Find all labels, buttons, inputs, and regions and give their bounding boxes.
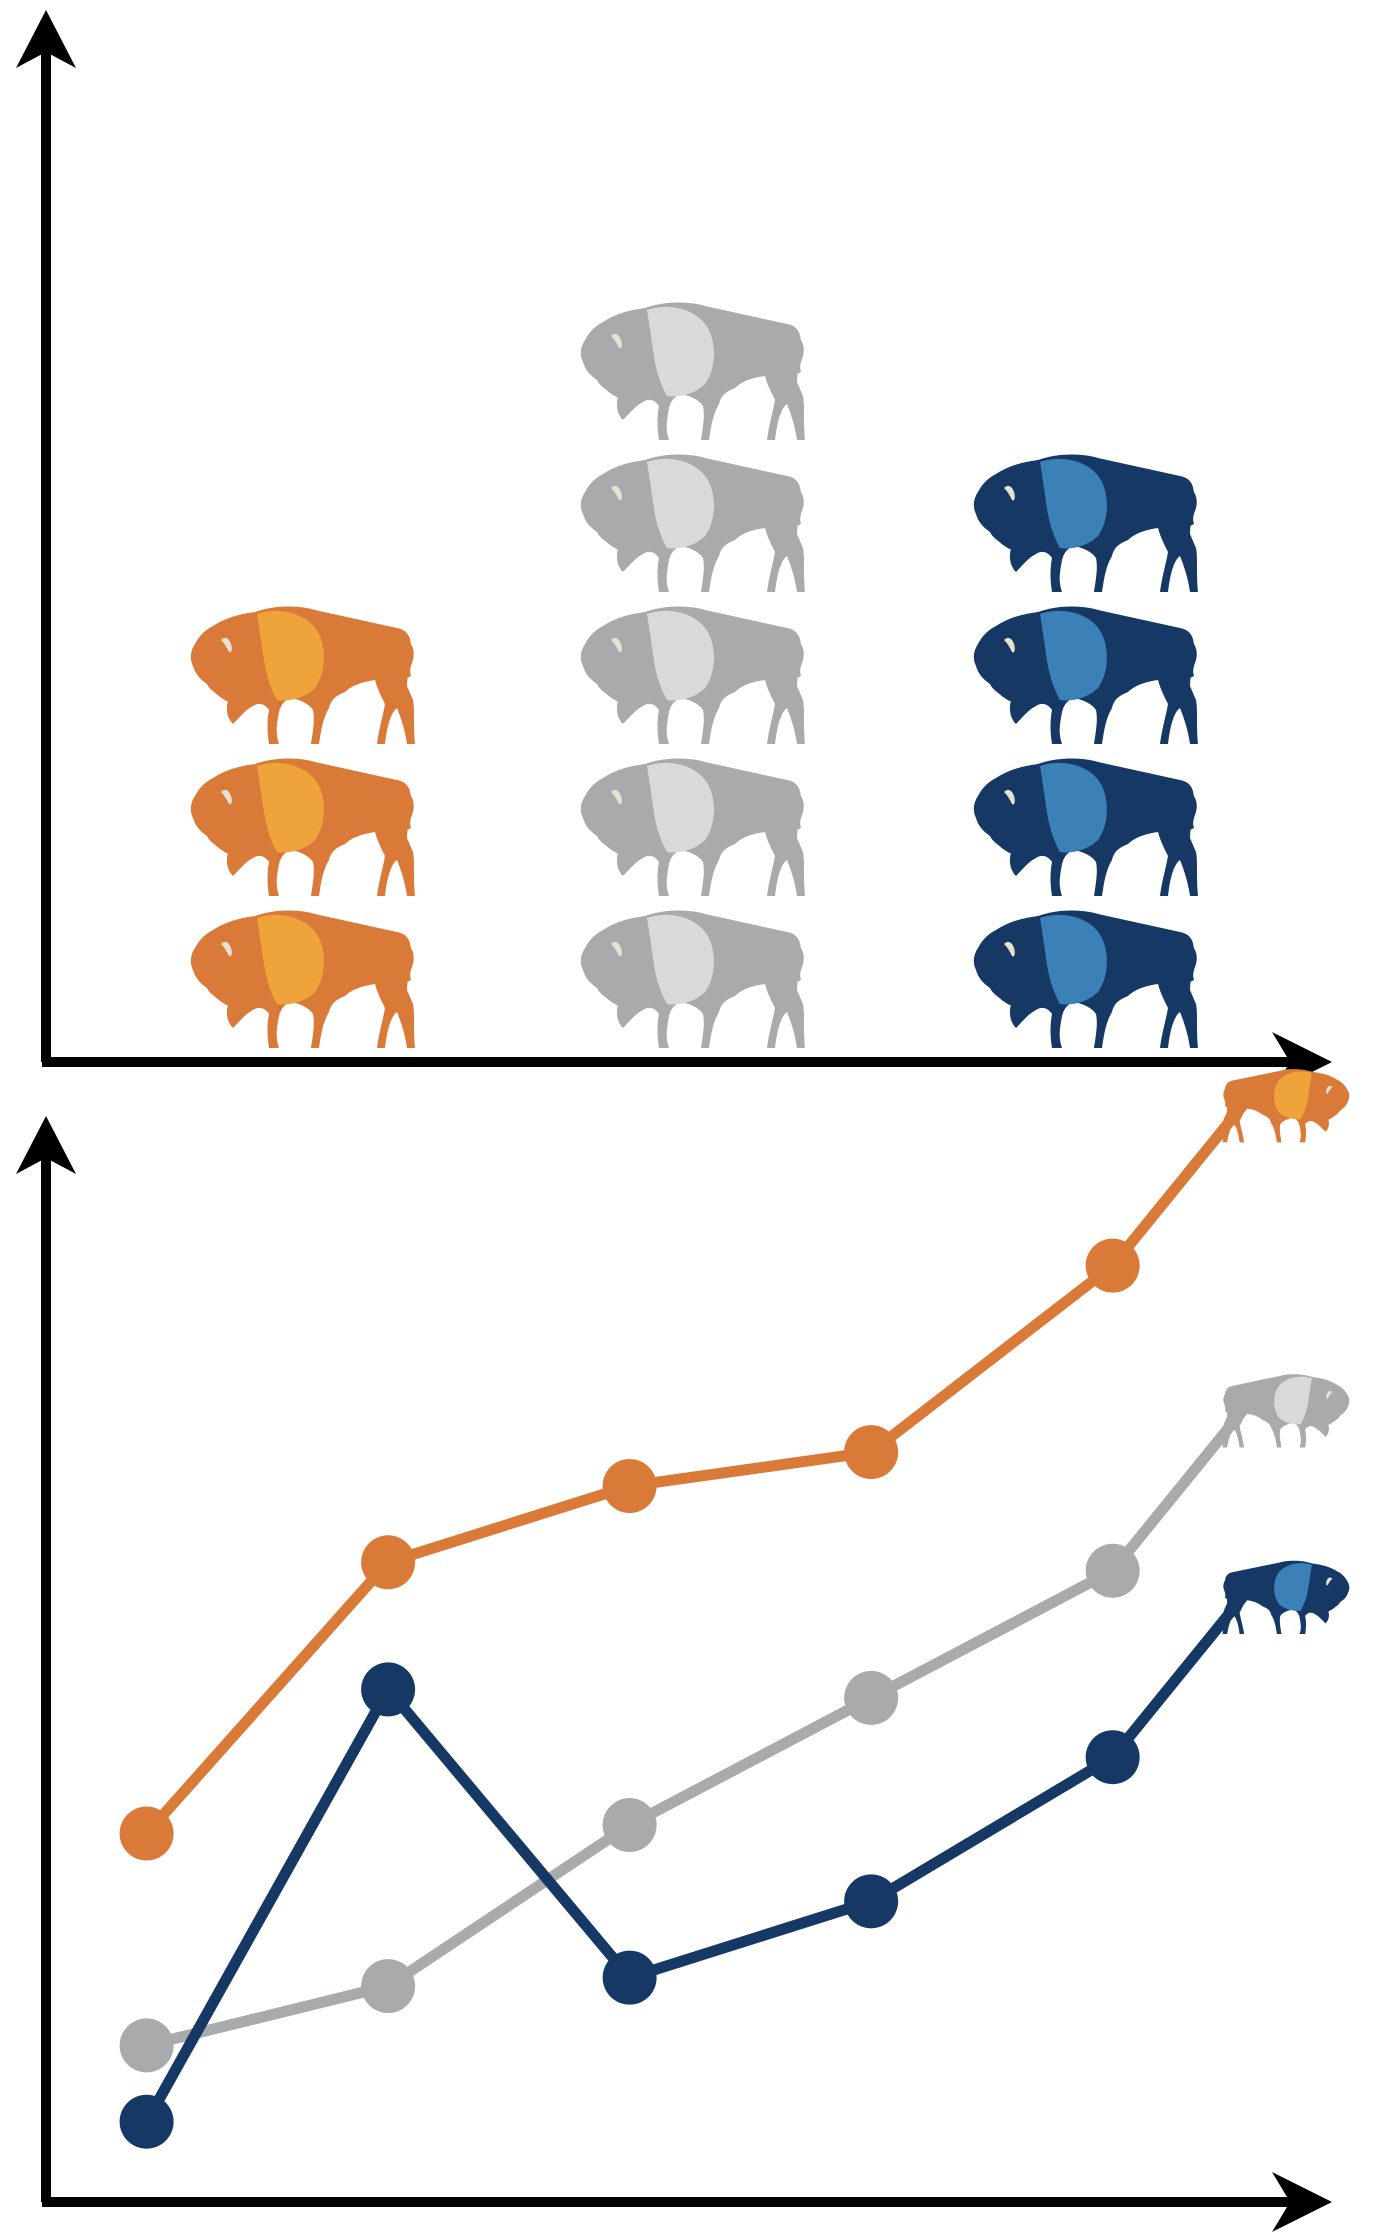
data-point-orange-5 [1085, 1238, 1140, 1293]
data-point-blue-4 [844, 1874, 899, 1929]
series-line-blue [141, 1591, 1249, 2128]
data-point-orange-3 [602, 1459, 657, 1513]
data-point-gray-1 [119, 2018, 174, 2073]
pictogram-bar-blue [973, 454, 1198, 1048]
bison-icon [580, 910, 805, 1048]
top-y-axis-arrowhead [16, 10, 76, 68]
data-point-gray-5 [1085, 1543, 1140, 1598]
series-line-gray [141, 1405, 1249, 2051]
bison-icon [973, 758, 1198, 896]
data-point-orange-1 [119, 1806, 174, 1861]
data-point-gray-2 [361, 1959, 416, 2014]
bottom-chart-axes [16, 1116, 1332, 2232]
bison-icon [580, 454, 805, 592]
bison-icon [973, 454, 1198, 592]
bison-icon [580, 606, 805, 744]
bison-icon [580, 302, 805, 440]
data-point-orange-4 [844, 1425, 899, 1480]
data-point-gray-4 [844, 1670, 899, 1725]
data-point-blue-5 [1085, 1730, 1140, 1785]
bison-icon [190, 758, 415, 896]
line-series-orange [119, 1069, 1350, 1861]
data-point-blue-1 [119, 2094, 174, 2149]
line-series-blue [119, 1560, 1350, 2149]
bison-icon [580, 758, 805, 896]
series-line-orange [141, 1100, 1249, 1840]
bison-icon [190, 910, 415, 1048]
bottom-y-axis-arrowhead [16, 1116, 76, 1174]
data-point-blue-2 [361, 1662, 416, 1717]
bison-icon [1222, 1374, 1350, 1448]
pictogram-bars [190, 302, 1198, 1048]
line-series-gray [119, 1374, 1350, 2073]
bison-icon [1222, 1069, 1350, 1143]
bison-icon [1222, 1560, 1350, 1635]
data-point-blue-3 [602, 1950, 657, 2005]
data-point-orange-2 [361, 1535, 416, 1590]
data-point-gray-3 [602, 1798, 657, 1853]
pictogram-bar-orange [190, 606, 415, 1048]
pictogram-bar-gray [580, 302, 805, 1048]
line-series [119, 1069, 1350, 2149]
bison-icon [973, 910, 1198, 1048]
bison-icon [190, 606, 415, 744]
bison-icon [973, 606, 1198, 744]
bottom-x-axis-arrowhead [1272, 2172, 1332, 2232]
